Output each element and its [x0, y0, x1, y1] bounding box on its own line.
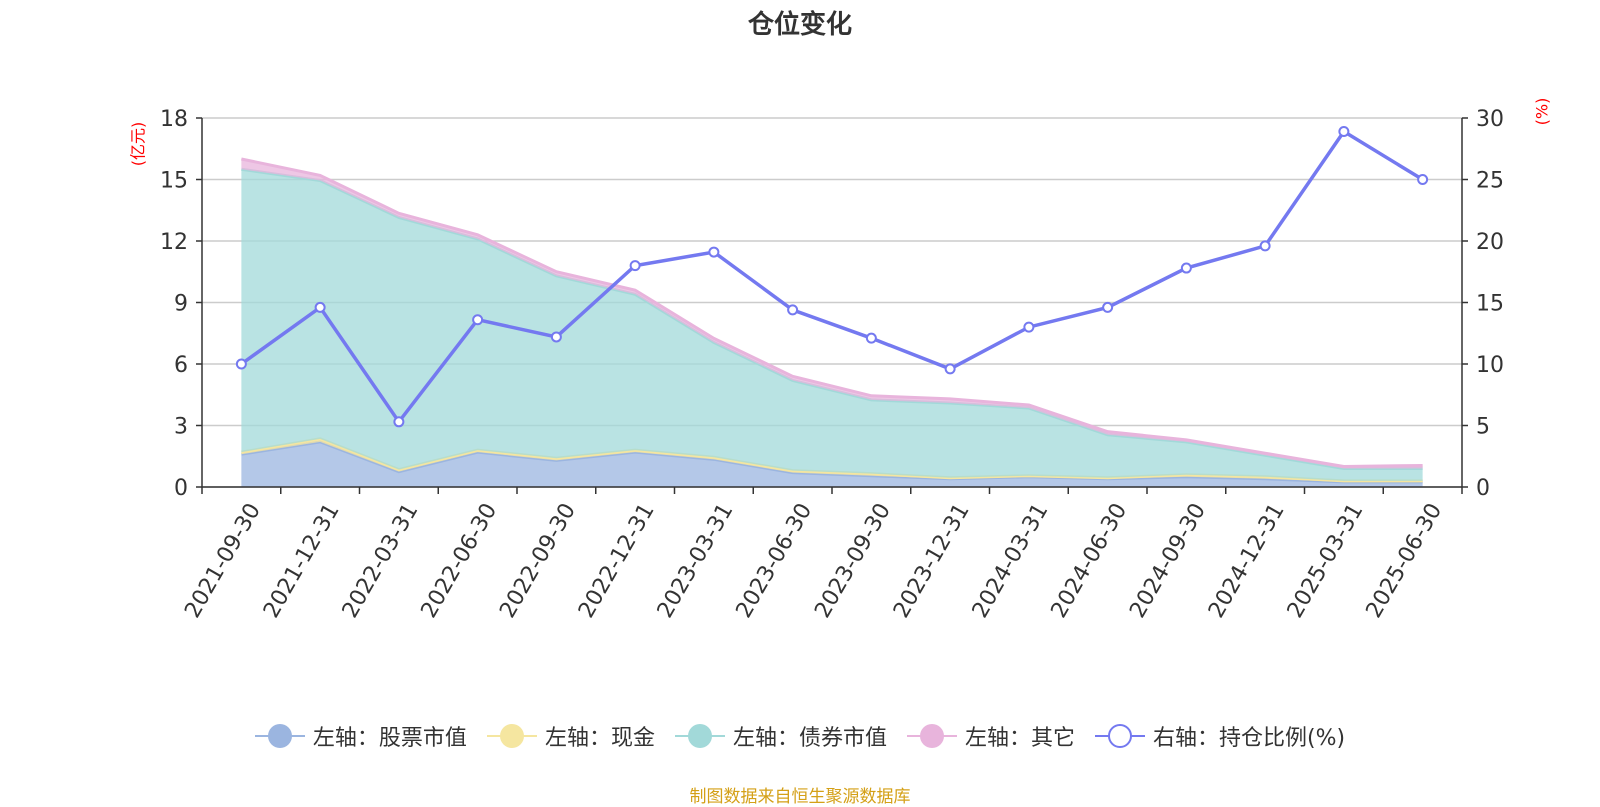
- ratio-point: [1102, 301, 1114, 313]
- x-tick-label: 2022-06-30: [417, 499, 503, 622]
- legend-marker-icon: [906, 724, 957, 748]
- ratio-point: [1180, 262, 1192, 274]
- x-tick-label: 2024-03-31: [968, 499, 1054, 622]
- legend-item-cash[interactable]: 左轴：现金: [486, 720, 655, 752]
- left-tick-label: 6: [174, 353, 188, 378]
- x-tick-label: 2022-09-30: [495, 499, 581, 622]
- ratio-point: [629, 260, 641, 272]
- ratio-point: [314, 301, 326, 313]
- x-tick-label: 2025-03-31: [1283, 499, 1369, 622]
- legend-item-other[interactable]: 左轴：其它: [906, 720, 1075, 752]
- ratio-point: [393, 416, 405, 428]
- ratio-point: [865, 332, 877, 344]
- legend-item-bond[interactable]: 左轴：债券市值: [674, 720, 887, 752]
- area-edge-other: [241, 157, 1423, 469]
- ratio-point: [235, 358, 247, 370]
- legend-marker-icon: [1094, 724, 1145, 748]
- area-bond: [241, 169, 1423, 481]
- legend-label: 右轴：持仓比例(%): [1152, 726, 1346, 751]
- legend-label: 左轴：其它: [964, 726, 1075, 751]
- x-tick-label: 2021-09-30: [180, 499, 266, 622]
- ratio-line-series: [235, 126, 1429, 428]
- x-tick-label: 2024-09-30: [1125, 499, 1211, 622]
- right-tick-label: 30: [1476, 107, 1504, 132]
- position-chart: 0 3 6 9 12 15 18 0 5 10 15 20 25 30 2021-09-302021-12-…: [160, 107, 1504, 622]
- legend: 左轴：股票市值 左轴：现金 左轴：债券市值 左轴：其它 右轴：持仓比例(%): [0, 720, 1600, 752]
- legend-label: 左轴：现金: [544, 726, 655, 751]
- x-tick-label: 2023-09-30: [810, 499, 896, 622]
- ratio-point: [944, 363, 956, 375]
- x-tick-label: 2022-03-31: [338, 499, 424, 622]
- ratio-point: [550, 331, 562, 343]
- right-tick-label: 15: [1476, 292, 1504, 317]
- ratio-line: [240, 129, 1424, 425]
- left-tick-label: 18: [160, 107, 188, 132]
- chart-title: 仓位变化: [747, 10, 852, 40]
- legend-marker-icon: [674, 724, 725, 748]
- ratio-point: [708, 246, 720, 258]
- x-tick-label: 2023-12-31: [889, 499, 975, 622]
- right-tick-label: 20: [1476, 230, 1504, 255]
- x-tick-label: 2025-06-30: [1362, 499, 1448, 622]
- data-source-note: 制图数据来自恒生聚源数据库: [689, 787, 911, 807]
- right-tick-label: 10: [1476, 353, 1504, 378]
- ratio-point: [1259, 240, 1271, 252]
- ratio-point: [1417, 174, 1429, 185]
- left-tick-label: 15: [160, 169, 188, 194]
- left-tick-label: 9: [174, 292, 188, 317]
- x-tick-label: 2022-12-31: [574, 499, 660, 622]
- ratio-point: [1338, 126, 1350, 138]
- right-tick-label: 0: [1476, 476, 1490, 501]
- left-tick-label: 12: [160, 230, 188, 255]
- legend-marker-icon: [486, 724, 537, 748]
- x-tick-label: 2021-12-31: [259, 499, 345, 622]
- x-tick-label: 2024-06-30: [1047, 499, 1133, 622]
- stacked-areas: [241, 157, 1423, 487]
- left-tick-label: 3: [174, 415, 188, 440]
- ratio-point: [472, 314, 484, 326]
- right-tick-label: 25: [1476, 169, 1504, 194]
- legend-item-ratio[interactable]: 右轴：持仓比例(%): [1094, 720, 1346, 752]
- legend-item-stock[interactable]: 左轴：股票市值: [254, 720, 467, 752]
- x-tick-label: 2024-12-31: [1204, 499, 1290, 622]
- legend-label: 左轴：债券市值: [732, 726, 887, 751]
- legend-label: 左轴：股票市值: [312, 726, 467, 751]
- legend-marker-icon: [254, 724, 305, 748]
- ratio-point: [787, 304, 799, 316]
- left-tick-label: 0: [174, 476, 188, 501]
- area-stock: [241, 441, 1423, 487]
- x-tick-label: 2023-06-30: [732, 499, 818, 622]
- ratio-point: [1023, 321, 1035, 333]
- right-tick-label: 5: [1476, 415, 1490, 440]
- x-tick-label: 2023-03-31: [653, 499, 739, 622]
